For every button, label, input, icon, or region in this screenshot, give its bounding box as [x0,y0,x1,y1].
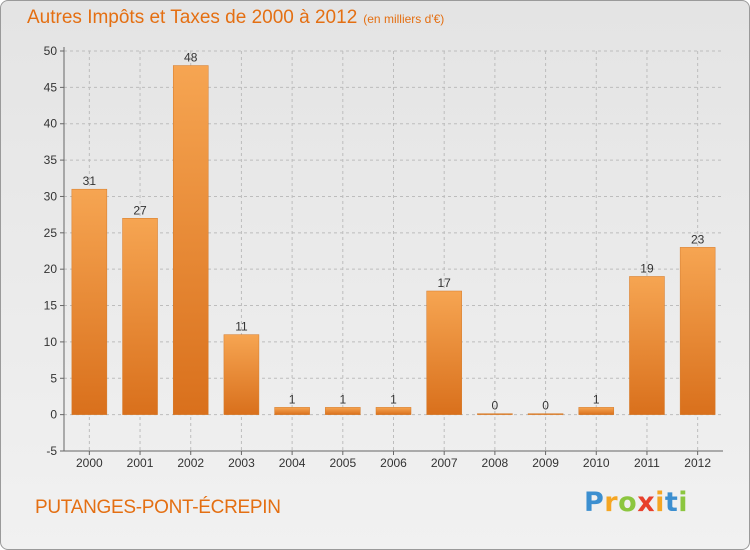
x-tick-label: 2012 [684,456,711,470]
bars [71,65,716,415]
bar-2010 [578,407,615,415]
chart-title-text: Autres Impôts et Taxes de 2000 à 2012 [27,7,358,28]
value-label-2005: 1 [339,392,346,406]
x-tick-label: 2005 [329,456,356,470]
bar-2009 [527,413,564,415]
bar-2000 [71,188,108,415]
x-tick-label: 2007 [431,456,458,470]
y-tick-label: 35 [44,153,58,167]
value-label-2006: 1 [390,392,397,406]
chart-title: Autres Impôts et Taxes de 2000 à 2012 (en… [27,7,444,29]
y-tick-label: 30 [44,189,58,203]
logo-letter: P [584,487,605,518]
x-tick-label: 2008 [482,456,509,470]
value-label-2010: 1 [593,392,600,406]
bar-2006 [375,407,412,415]
x-tick-label: 2006 [380,456,407,470]
value-label-2012: 23 [691,232,705,246]
x-tick-label: 2011 [634,456,660,470]
value-label-2001: 27 [133,203,147,217]
grid-lines [64,50,723,452]
value-label-2008: 0 [492,399,499,413]
logo-letter: i [678,487,689,518]
x-tick-label: 2010 [583,456,610,470]
x-tick-label: 2009 [532,456,559,470]
bar-2003 [223,334,260,415]
value-label-2003: 11 [235,320,248,334]
y-tick-label: 10 [44,335,58,349]
value-label-2004: 1 [289,392,296,406]
logo-letter: x [637,487,656,518]
place-name: PUTANGES-PONT-ÉCREPIN [35,497,281,518]
y-tick-label: 50 [44,44,58,58]
x-tick-label: 2000 [76,456,103,470]
logo-letter: r [604,487,619,518]
x-tick-label: 2001 [127,456,154,470]
logo-letter: t [664,487,679,518]
value-label-2009: 0 [542,399,549,413]
logo-letter: o [618,487,638,518]
bar-2008 [477,413,513,415]
bar-2012 [679,247,716,415]
y-tick-label: 5 [50,371,57,385]
y-tick-label: 40 [44,117,58,131]
value-label-2002: 48 [184,51,198,65]
bar-2004 [274,407,310,415]
y-tick-label: -5 [46,444,57,458]
x-tick-label: 2003 [228,456,255,470]
proxiti-logo: Proxiti [584,487,688,518]
value-label-2000: 31 [83,174,97,188]
value-label-2007: 17 [438,276,452,290]
value-label-2011: 19 [640,261,654,275]
bar-2011 [629,276,665,415]
chart-subtitle: (en milliers d'€) [363,12,445,26]
bar-2002 [172,65,209,415]
y-tick-label: 15 [44,299,58,313]
logo-letter: i [655,487,665,518]
x-tick-label: 2002 [177,456,204,470]
bar-2001 [122,218,158,415]
y-tick-label: 0 [50,408,57,422]
y-tick-label: 45 [44,80,58,94]
bar-2005 [325,407,361,415]
y-tick-label: 25 [44,226,58,240]
x-tick-label: 2004 [279,456,306,470]
bar-2007 [426,290,462,415]
y-tick-label: 20 [44,262,58,276]
